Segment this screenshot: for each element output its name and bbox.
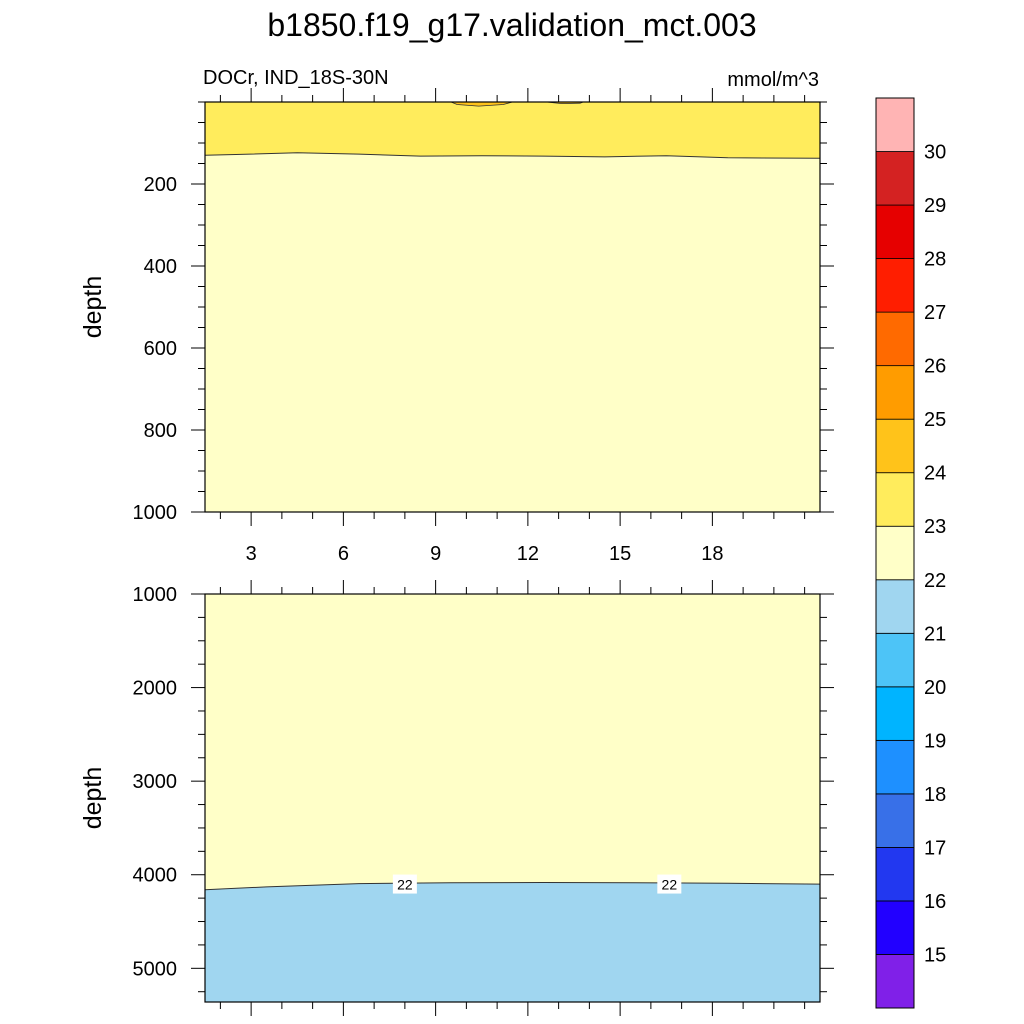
y-tick-label: 3000 bbox=[133, 771, 178, 793]
colorbar-label: 29 bbox=[924, 195, 946, 217]
colorbar-swatch bbox=[875, 97, 915, 152]
colorbar-frame bbox=[875, 97, 915, 1009]
panel-background-fill bbox=[205, 102, 820, 512]
colorbar-label: 15 bbox=[924, 944, 946, 966]
colorbar-label: 18 bbox=[924, 784, 946, 806]
colorbar-label: 30 bbox=[924, 142, 946, 164]
colorbar-swatch bbox=[875, 311, 915, 367]
panel-lower: 1000 2000 3000 4000 5000 depth 22 22 bbox=[79, 580, 834, 1016]
colorbar-label: 28 bbox=[924, 249, 946, 271]
variable-label: DOCr, IND_18S-30N bbox=[203, 67, 389, 89]
x-tick-label: 3 bbox=[246, 543, 257, 565]
y-tick-label: 400 bbox=[144, 256, 177, 278]
contour-line bbox=[205, 881, 820, 891]
colorbar-swatch bbox=[875, 632, 915, 688]
chart-title: b1850.f19_g17.validation_mct.003 bbox=[267, 7, 756, 43]
contour-label-text: 22 bbox=[662, 877, 678, 893]
colorbar: 15 16 17 18 19 20 21 22 23 24 25 26 27 28 29 30 bbox=[875, 97, 946, 1009]
y-axis-label: depth bbox=[79, 767, 107, 830]
colorbar-label: 20 bbox=[924, 677, 946, 699]
y-tick-label: 4000 bbox=[133, 865, 178, 887]
x-tick-label: 15 bbox=[609, 543, 631, 565]
y-tick-label: 600 bbox=[144, 338, 177, 360]
colorbar-label: 22 bbox=[924, 570, 946, 592]
x-tick-label: 9 bbox=[430, 543, 441, 565]
y-tick-label: 5000 bbox=[133, 958, 178, 980]
y-tick-label: 200 bbox=[144, 174, 177, 196]
contour-line bbox=[205, 152, 820, 159]
contour-band-21-22 bbox=[205, 882, 820, 1002]
colorbar-swatch bbox=[875, 472, 915, 527]
colorbar-label: 25 bbox=[924, 409, 946, 431]
colorbar-swatch bbox=[875, 900, 915, 955]
colorbar-label: 24 bbox=[924, 463, 946, 485]
y-axis-label: depth bbox=[79, 276, 107, 339]
x-tick-label: 12 bbox=[517, 543, 539, 565]
colorbar-swatch bbox=[875, 525, 915, 581]
y-tick-label: 1000 bbox=[133, 584, 178, 606]
colorbar-label: 27 bbox=[924, 302, 946, 324]
colorbar-swatch bbox=[875, 686, 915, 741]
colorbar-swatch bbox=[875, 954, 915, 1009]
contour-label: 22 bbox=[657, 874, 682, 894]
panel-frame bbox=[204, 593, 821, 1003]
colorbar-swatch bbox=[875, 204, 915, 259]
colorbar-label: 26 bbox=[924, 356, 946, 378]
colorbar-swatch bbox=[875, 847, 915, 902]
colorbar-label: 19 bbox=[924, 730, 946, 752]
colorbar-swatch bbox=[875, 579, 915, 634]
colorbar-swatch bbox=[875, 258, 915, 313]
x-tick-label: 18 bbox=[701, 543, 723, 565]
contour-patch-24-25 bbox=[450, 102, 513, 107]
contour-label-bg bbox=[657, 874, 682, 894]
colorbar-label: 17 bbox=[924, 837, 946, 859]
colorbar-swatch bbox=[875, 365, 915, 420]
y-tick-label: 1000 bbox=[133, 502, 178, 524]
colorbar-swatch bbox=[875, 418, 915, 474]
contour-label: 22 bbox=[392, 874, 417, 894]
colorbar-swatch bbox=[875, 739, 915, 795]
contour-label-bg bbox=[392, 874, 417, 894]
units-label: mmol/m^3 bbox=[727, 69, 819, 91]
colorbar-label: 21 bbox=[924, 623, 946, 645]
y-tick-label: 2000 bbox=[133, 678, 178, 700]
contour-label-text: 22 bbox=[397, 877, 413, 893]
panel-upper: 200 400 600 800 1000 3 6 9 12 15 18 depth bbox=[79, 88, 834, 565]
x-tick-label: 6 bbox=[338, 543, 349, 565]
colorbar-label: 23 bbox=[924, 516, 946, 538]
colorbar-swatch bbox=[875, 793, 915, 848]
colorbar-swatch bbox=[875, 151, 915, 206]
panels: 200 400 600 800 1000 3 6 9 12 15 18 depth 1000 2000 30… bbox=[79, 88, 834, 1016]
colorbar-label: 16 bbox=[924, 891, 946, 913]
contour-band-23-24 bbox=[205, 102, 820, 159]
y-tick-label: 800 bbox=[144, 420, 177, 442]
